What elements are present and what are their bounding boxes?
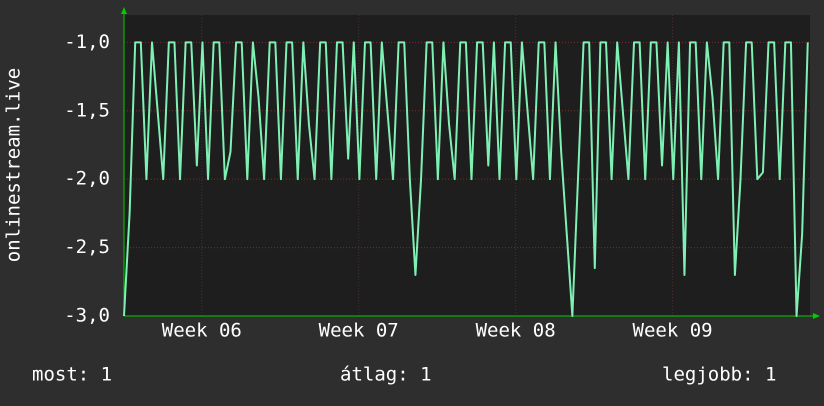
legend-stat: most: 1 xyxy=(32,364,112,386)
data-line xyxy=(123,41,809,317)
y-tick-label: -1,0 xyxy=(64,31,110,53)
y-arrow xyxy=(121,7,127,14)
y-tick-label: -2,0 xyxy=(64,168,110,190)
y-axis-label: onlinestream.live xyxy=(3,68,25,262)
x-tick-label: Week 08 xyxy=(476,320,556,342)
y-tick-label: -3,0 xyxy=(64,305,110,327)
x-tick-label: Week 06 xyxy=(162,320,242,342)
y-tick-label: -2,5 xyxy=(64,236,110,258)
x-arrow xyxy=(813,313,820,319)
y-tick-label: -1,5 xyxy=(64,99,110,121)
x-tick-label: Week 09 xyxy=(633,320,713,342)
legend-stat: legjobb: 1 xyxy=(662,364,776,386)
x-tick-label: Week 07 xyxy=(319,320,399,342)
legend-stat: átlag: 1 xyxy=(340,364,432,386)
